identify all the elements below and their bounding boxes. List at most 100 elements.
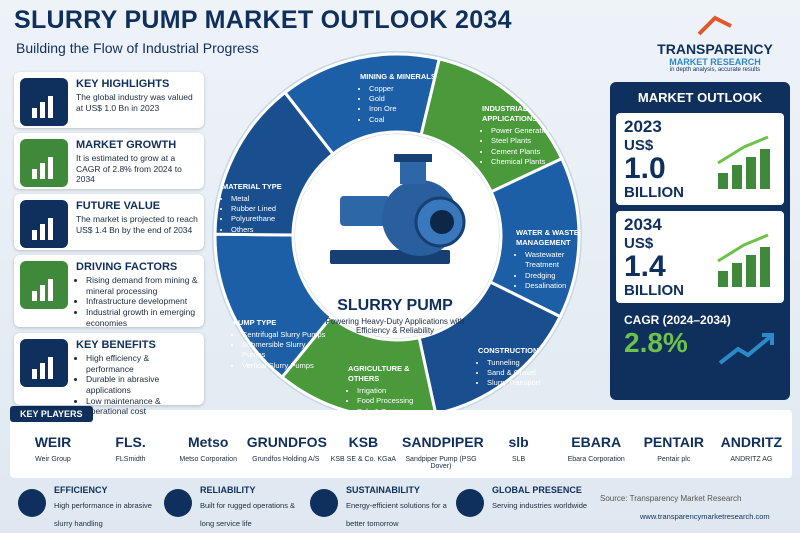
company: GRUNDFOS Grundfos Holding A/S [246, 428, 327, 463]
feature-title: EFFICIENCY [54, 485, 108, 495]
card-item: Low maintenance & operational cost [86, 396, 198, 417]
segment-label: AGRICULTURE & OTHERSIrrigationFood Proce… [348, 364, 438, 417]
glyph-bar [48, 96, 53, 118]
company-name: KSB SE & Co. KGaA [330, 456, 397, 463]
company-name: Grundfos Holding A/S [252, 456, 320, 463]
company: WEIR Weir Group [14, 428, 92, 463]
card-title: FUTURE VALUE [76, 200, 161, 212]
segment-item: Vertical Slurry Pumps [242, 361, 328, 371]
glyph-bar [32, 291, 37, 301]
growth-bar [732, 165, 742, 189]
segment-item: Dredging [525, 271, 596, 281]
highlight-card: MARKET GROWTH It is estimated to grow at … [14, 133, 204, 189]
glyph-bar [40, 102, 45, 118]
feature: EFFICIENCY High performance in abrasive s… [14, 485, 162, 529]
segment-item: Slurry Transport [487, 378, 558, 388]
source: Source: Transparency Market Research [600, 494, 742, 503]
wheel-segment [213, 90, 336, 237]
segment-label: INDUSTRIAL APPLICATIONSPower GenerationS… [482, 104, 577, 167]
segment-item: Tunneling [487, 358, 558, 368]
logo-line: MARKET RESEARCH [669, 57, 761, 67]
glyph-bar [40, 163, 45, 179]
key-players: KEY PLAYERS WEIR Weir Group FLS. FLSmidth Me… [10, 406, 792, 478]
growth-icon [717, 135, 770, 189]
segment-item: Centrifugal Slurry Pumps [242, 330, 328, 340]
company-logo: WEIR [34, 434, 72, 450]
feature-title: GLOBAL PRESENCE [492, 485, 582, 495]
glyph-bar [32, 108, 37, 118]
segment-item: Copper [369, 84, 460, 94]
glyph-bar [32, 369, 37, 379]
segment-item: Iron Ore [369, 104, 460, 114]
segment-label: CONSTRUCTION TunnelingSand & GravelSlurry… [478, 346, 558, 389]
outlook-value: 1.0 [624, 152, 666, 185]
growth-icon [717, 233, 770, 287]
growth-arrow [717, 135, 769, 165]
segment-item: Pulp & Paper [357, 407, 438, 417]
segment-list: CopperGoldIron OreCoal [360, 84, 460, 125]
highlight-card: KEY HIGHLIGHTS The global industry was va… [14, 72, 204, 128]
url: www.transparencymarketresearch.com [640, 512, 770, 521]
outlook-title: MARKET OUTLOOK [637, 90, 763, 105]
segment-item: Wastewater Treatment [525, 250, 596, 270]
card-icon [20, 261, 68, 309]
segment-list: Power GenerationSteel PlantsCement Plant… [482, 126, 577, 167]
card-title: KEY HIGHLIGHTS [76, 78, 170, 90]
growth-bar [746, 255, 756, 287]
outlook-currency: US$ [624, 235, 654, 252]
feature-text: Built for rugged operations & long servi… [200, 501, 296, 528]
company: slb SLB [480, 428, 558, 463]
card-icon [20, 339, 68, 387]
segment-title: MINING & MINERALS [360, 72, 436, 81]
segment-list: MetalRubber LinedPolyurethaneOthers [222, 194, 297, 235]
feature-text: High performance in abrasive slurry hand… [54, 501, 152, 528]
company: Metso Metso Corporation [169, 428, 247, 463]
company-name: Weir Group [35, 456, 71, 463]
company-logo: slb [508, 434, 529, 450]
segment-title: INDUSTRIAL APPLICATIONS [482, 104, 538, 124]
icon-glyph [32, 96, 53, 118]
company-name: Pentair plc [657, 456, 691, 463]
card-item: Infrastructure development [86, 296, 198, 307]
company-name: Ebara Corporation [567, 456, 625, 463]
segment-list: TunnelingSand & GravelSlurry Transport [478, 358, 558, 388]
card-icon [20, 200, 68, 248]
center-text: Powering Heavy-Duty Applications with Ef… [325, 317, 465, 335]
card-text: The global industry was valued at US$ 1.… [76, 92, 193, 113]
segment-item: Food Processing [357, 396, 438, 406]
card-title: KEY BENEFITS [76, 339, 156, 351]
card-list: High efficiency & performanceDurable in … [76, 353, 198, 417]
icon-glyph [32, 279, 53, 301]
feature: SUSTAINABILITY Energy-efficient solutions… [306, 485, 454, 529]
segment-title: AGRICULTURE & OTHERS [348, 364, 410, 384]
segment-list: IrrigationFood ProcessingPulp & Paper [348, 386, 438, 416]
growth-bar [718, 173, 728, 189]
company: FLS. FLSmidth [92, 428, 170, 463]
glyph-bar [48, 218, 53, 240]
company-logo: FLS. [115, 434, 146, 450]
logo: TRANSPARENCY MARKET RESEARCH in depth an… [640, 14, 790, 73]
cagr-icon [718, 333, 774, 365]
company-logo: Metso [187, 434, 229, 450]
company: KSB KSB SE & Co. KGaA [324, 428, 402, 463]
periods: 2023 US$ 1.0 BILLION 2034 US$ 1.4 BILLION [616, 113, 784, 303]
company-logo: EBARA [571, 434, 622, 450]
segment-item: Coal [369, 115, 460, 125]
company-logo: GRUNDFOS [246, 434, 327, 450]
card-item: Industrial growth in emerging economies [86, 307, 198, 328]
company-name: Sandpiper Pump (PSG Dover) [405, 456, 477, 470]
card-item: High efficiency & performance [86, 353, 198, 374]
segment-list: Centrifugal Slurry PumpsSubmersible Slur… [233, 330, 328, 371]
outlook-box: 2034 US$ 1.4 BILLION [616, 211, 784, 303]
segment-title: CONSTRUCTION [478, 346, 539, 355]
glyph-bar [40, 363, 45, 379]
icon-glyph [32, 218, 53, 240]
company: ANDRITZ ANDRITZ AG [712, 428, 790, 463]
icon-glyph [32, 357, 53, 379]
outlook-unit: BILLION [624, 184, 684, 201]
outlook-unit: BILLION [624, 282, 684, 299]
segment-item: Submersible Slurry Pumps [242, 340, 328, 360]
outlook-currency: US$ [624, 137, 654, 154]
segment-item: Rubber Lined [231, 204, 297, 214]
growth-bar [718, 271, 728, 287]
